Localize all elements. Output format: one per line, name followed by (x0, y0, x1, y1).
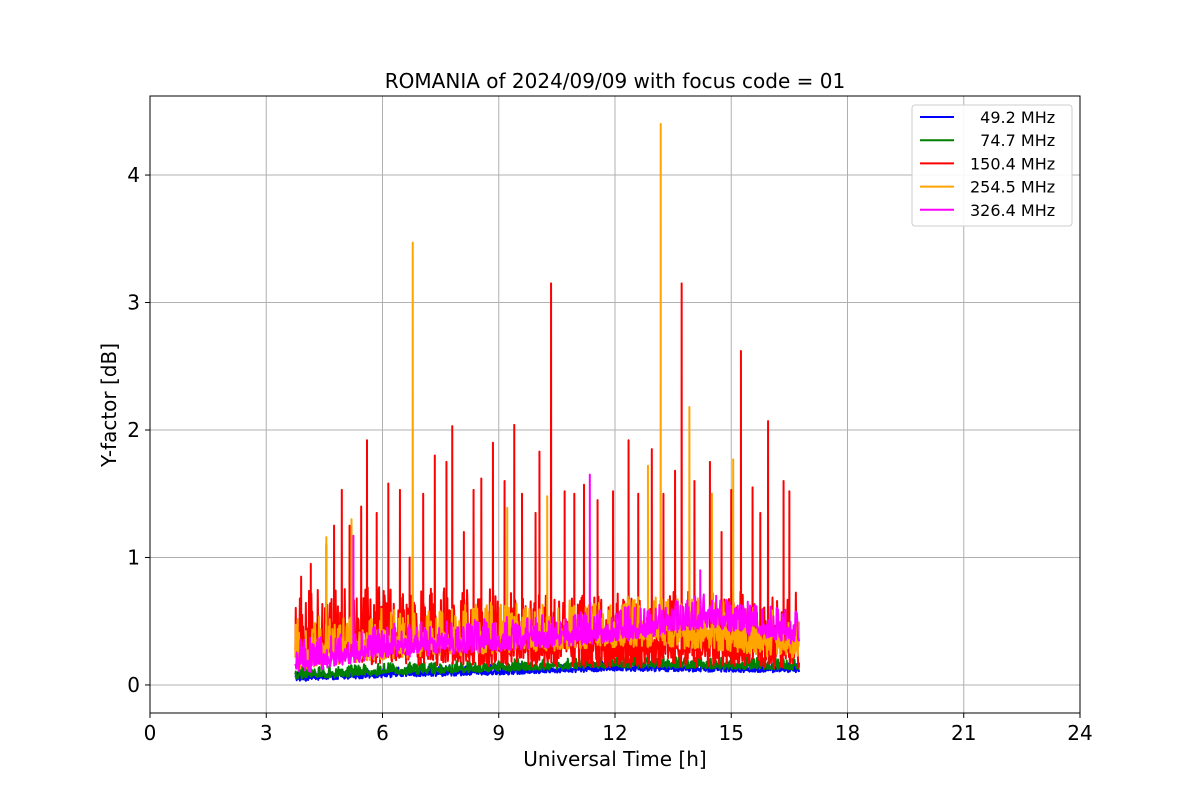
y-tick-label: 4 (127, 163, 140, 187)
x-tick-label: 6 (376, 721, 389, 745)
series-line-1 (294, 654, 801, 680)
series-line-2 (294, 282, 801, 670)
x-tick-label: 21 (951, 721, 976, 745)
legend-label: 49.2 MHz (970, 108, 1055, 127)
x-axis-label: Universal Time [h] (523, 747, 706, 771)
x-tick-label: 18 (835, 721, 860, 745)
series-layer (294, 123, 801, 682)
chart-title: ROMANIA of 2024/09/09 with focus code = … (385, 69, 845, 93)
legend-label: 74.7 MHz (970, 131, 1055, 150)
legend-label: 254.5 MHz (970, 178, 1055, 197)
x-tick-label: 24 (1067, 721, 1092, 745)
x-tick-label: 0 (144, 721, 157, 745)
y-tick-label: 0 (127, 673, 140, 697)
y-tick-label: 2 (127, 418, 140, 442)
y-tick-label: 1 (127, 545, 140, 569)
x-tick-label: 9 (492, 721, 505, 745)
legend-label: 326.4 MHz (970, 201, 1055, 220)
y-tick-label: 3 (127, 291, 140, 315)
legend-box (911, 104, 1073, 227)
y-axis-label: Y-factor [dB] (97, 343, 121, 468)
x-tick-label: 3 (260, 721, 273, 745)
series-line-4 (294, 473, 801, 673)
legend: 49.2 MHz 74.7 MHz 150.4 MHz 254.5 MHz 326.4… (911, 104, 1073, 227)
x-tick-label: 15 (719, 721, 744, 745)
x-tick-label: 12 (602, 721, 627, 745)
legend-label: 150.4 MHz (970, 154, 1055, 173)
